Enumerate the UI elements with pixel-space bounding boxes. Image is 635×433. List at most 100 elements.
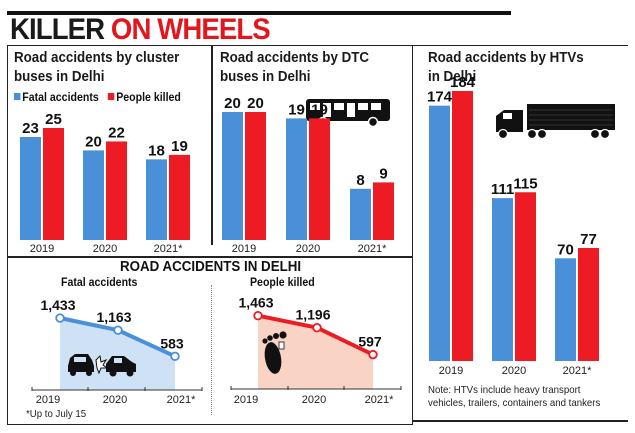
data-point (368, 349, 378, 360)
data-label: 77 (580, 231, 597, 248)
line1-subtitle: Fatal accidents (61, 277, 138, 289)
x-tick-label: 2020 (93, 243, 117, 255)
x-tick-label: 2019 (30, 243, 54, 255)
data-label: 184 (450, 74, 476, 91)
x-tick-label: 2021* (358, 243, 387, 255)
data-point (312, 322, 322, 333)
bar-cluster-killed-0 (43, 128, 64, 240)
data-label: 19 (288, 101, 305, 118)
headline-part1: KILLER (10, 13, 105, 46)
data-label: 9 (379, 165, 387, 182)
legend-killed: People killed (107, 92, 181, 104)
data-label: 115 (513, 175, 537, 192)
data-label: 19 (311, 101, 328, 118)
legend-fatal-swatch (14, 93, 21, 100)
panel3-title: Road accidents by HTVs in Delhi (428, 49, 584, 87)
bottom-rule-right (412, 420, 628, 422)
data-label: 19 (171, 138, 188, 155)
truck-icon (496, 104, 615, 140)
point-label: 583 (160, 335, 184, 351)
point-label: 1,163 (96, 309, 131, 325)
divider-horizontal (7, 256, 413, 258)
bar-htvs-killed-2 (578, 248, 599, 361)
bar-htvs-fatal-1 (492, 198, 513, 361)
data-label: 20 (224, 95, 241, 112)
x-tick-label: 2019 (232, 243, 256, 255)
divider-dotted (211, 285, 212, 415)
bar-cluster-killed-1 (106, 141, 127, 240)
x-tick-label: 2019 (439, 365, 463, 377)
data-label: 25 (45, 111, 62, 128)
htv-note-line2: vehicles, trailers, containers and tanke… (428, 397, 601, 409)
data-label: 8 (356, 172, 364, 189)
data-label: 111 (491, 181, 514, 198)
legend-fatal: Fatal accidents (14, 92, 99, 104)
panel2-title: Road accidents by DTC buses in Delhi (220, 49, 369, 87)
bar-cluster-killed-2 (169, 154, 190, 240)
line2-subtitle: People killed (250, 277, 315, 289)
bar-htvs-fatal-2 (555, 258, 576, 361)
x-tick-label: 2019 (234, 394, 258, 406)
legend-killed-swatch (107, 93, 115, 100)
x-tick-label: 2020 (296, 243, 320, 255)
bar-dtc-fatal-0 (222, 112, 243, 240)
bar-dtc-fatal-2 (350, 188, 371, 240)
x-tick-label: 2021* (167, 394, 196, 406)
bar-htvs-killed-1 (515, 192, 536, 361)
point-label: 597 (358, 334, 382, 350)
footnote: *Up to July 15 (26, 408, 87, 420)
data-point (55, 313, 65, 323)
x-tick-label: 2020 (302, 394, 326, 406)
x-tick-label: 2021* (154, 243, 183, 255)
bar-dtc-killed-1 (309, 118, 330, 240)
htv-note: Note: HTVs include heavy transport vehic… (428, 384, 600, 410)
section-title: ROAD ACCIDENTS IN DELHI (120, 259, 302, 275)
bar-dtc-killed-2 (373, 182, 394, 240)
area-people-killed (258, 315, 373, 389)
point-label: 1,433 (40, 297, 75, 313)
data-point (170, 351, 180, 361)
panel1-title-line2: buses in Delhi (14, 69, 105, 85)
bar-cluster-fatal-2 (146, 159, 167, 240)
point-label: 1,196 (295, 307, 330, 323)
panel2-title-line2: buses in Delhi (220, 69, 311, 85)
x-tick-label: 2019 (36, 394, 60, 406)
data-label: 22 (108, 124, 125, 141)
legend: Fatal accidents People killed (14, 92, 181, 104)
x-tick-label: 2020 (103, 394, 127, 406)
frame-left (7, 45, 413, 425)
panel1-title-line1: Road accidents by cluster (14, 50, 180, 66)
car-crash-icon (68, 354, 136, 377)
panel2-title-line1: Road accidents by DTC (220, 50, 369, 66)
footprint-icon (262, 331, 287, 374)
headline: KILLER ON WHEELS (10, 13, 271, 47)
bar-cluster-fatal-0 (20, 136, 41, 240)
bar-dtc-killed-0 (245, 112, 266, 240)
headline-part2: ON WHEELS (110, 13, 271, 46)
x-tick-label: 2020 (502, 365, 526, 377)
data-label: 23 (22, 120, 39, 137)
bar-dtc-fatal-1 (286, 118, 307, 240)
panel1-title: Road accidents by cluster buses in Delhi (14, 49, 179, 87)
point-label: 1,463 (238, 295, 273, 311)
top-rule (7, 11, 511, 15)
legend-killed-label: People killed (116, 92, 181, 104)
divider-vertical (211, 45, 213, 245)
bar-cluster-fatal-1 (83, 150, 104, 240)
x-tick-label: 2021* (365, 394, 394, 406)
x-tick-label: 2021* (563, 365, 592, 377)
legend-fatal-label: Fatal accidents (22, 92, 99, 104)
data-label: 174 (427, 89, 453, 106)
data-point (113, 325, 123, 335)
data-label: 18 (148, 142, 165, 159)
data-label: 20 (247, 95, 264, 112)
data-point (253, 310, 263, 321)
htv-note-line1: Note: HTVs include heavy transport (428, 384, 581, 396)
panel3-title-line1: Road accidents by HTVs (428, 50, 584, 66)
bar-htvs-killed-0 (452, 91, 473, 361)
data-label: 70 (557, 241, 574, 258)
bar-htvs-fatal-0 (429, 105, 450, 361)
frame-right (412, 45, 628, 46)
panel3-title-line2: in Delhi (428, 69, 477, 85)
